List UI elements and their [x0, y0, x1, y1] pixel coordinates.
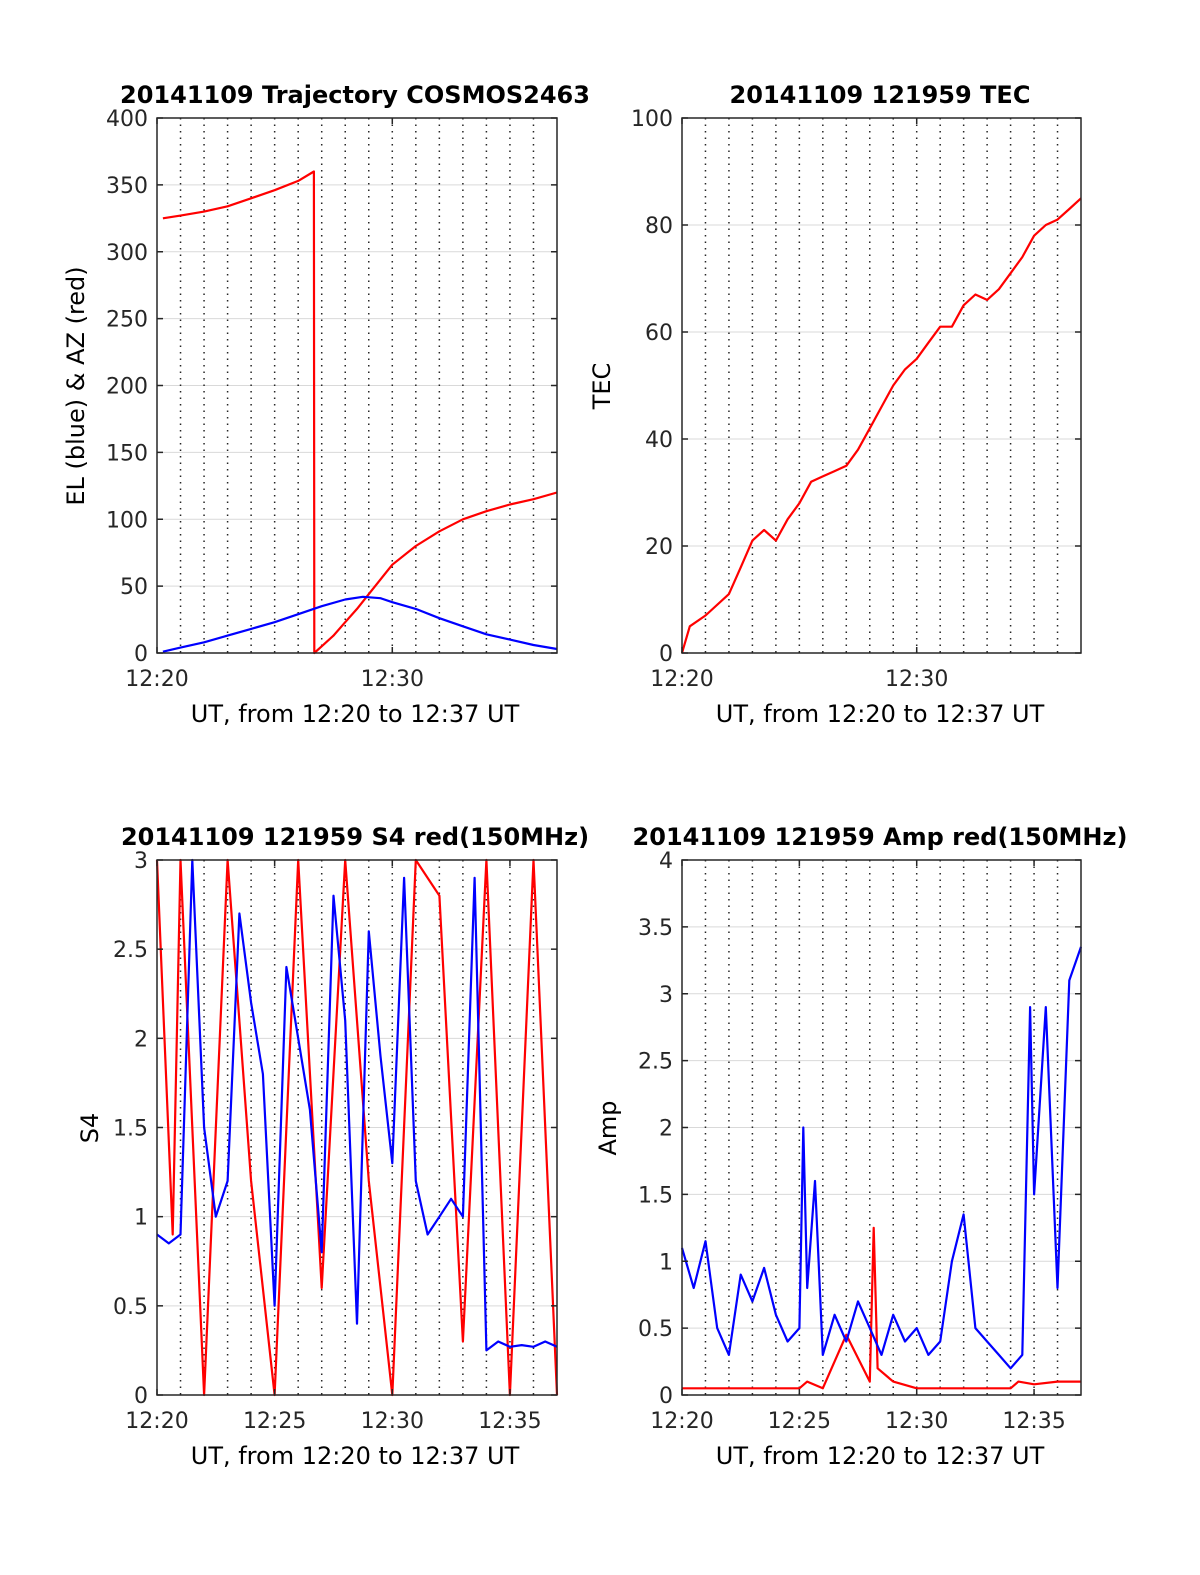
amp-ytick-label: 3.5: [638, 916, 673, 941]
trajectory-series-line: [162, 595, 558, 653]
tec-ytick-label: 0: [659, 642, 673, 667]
amp-ytick-label: 4: [659, 849, 673, 874]
trajectory-title: 20141109 Trajectory COSMOS2463: [120, 81, 590, 109]
s4-ylabel: S4: [76, 1113, 104, 1144]
trajectory-ytick-label: 0: [134, 642, 148, 667]
amp-title: 20141109 121959 Amp red(150MHz): [633, 823, 1128, 851]
tec-ytick-label: 80: [645, 214, 673, 239]
amp-panel: 20141109 121959 Amp red(150MHz) UT, from…: [594, 823, 1127, 1470]
trajectory-ytick-label: 100: [106, 508, 148, 533]
trajectory-ytick-label: 250: [106, 308, 148, 333]
amp-ytick-label: 0.5: [638, 1317, 673, 1342]
s4-ytick-label: 2.5: [113, 938, 148, 963]
s4-series-line: [156, 858, 558, 1352]
trajectory-panel: 20141109 Trajectory COSMOS2463 UT, from …: [62, 81, 590, 728]
tec-panel: 20141109 121959 TEC UT, from 12:20 to 12…: [588, 81, 1082, 728]
amp-series-line: [680, 946, 1083, 1370]
trajectory-ylabel: EL (blue) & AZ (red): [62, 266, 90, 505]
trajectory-xtick-label: 12:30: [361, 667, 424, 692]
s4-ytick-label: 1: [134, 1206, 148, 1231]
tec-ytick-label: 40: [645, 428, 673, 453]
s4-ytick-label: 0.5: [113, 1295, 148, 1320]
s4-ytick-label: 3: [134, 849, 148, 874]
s4-ytick-label: 2: [134, 1027, 148, 1052]
tec-ylabel: TEC: [588, 363, 616, 411]
s4-xtick-label: 12:30: [361, 1409, 424, 1434]
s4-xtick-label: 12:20: [125, 1409, 188, 1434]
tec-title: 20141109 121959 TEC: [730, 81, 1031, 109]
amp-ytick-label: 1: [659, 1250, 673, 1275]
amp-xlabel: UT, from 12:20 to 12:37 UT: [716, 1442, 1045, 1470]
amp-ylabel: Amp: [594, 1100, 622, 1155]
amp-ytick-label: 2: [659, 1117, 673, 1142]
tec-ytick-label: 20: [645, 535, 673, 560]
trajectory-ytick-label: 200: [106, 375, 148, 400]
tec-xtick-label: 12:30: [885, 667, 948, 692]
s4-panel: 20141109 121959 S4 red(150MHz) UT, from …: [76, 823, 589, 1470]
s4-ytick-label: 1.5: [113, 1117, 148, 1142]
tec-ytick-label: 100: [631, 107, 673, 132]
amp-xtick-label: 12:20: [650, 1409, 713, 1434]
trajectory-ytick-label: 50: [120, 575, 148, 600]
amp-ytick-label: 0: [659, 1384, 673, 1409]
amp-series-line: [682, 1226, 1081, 1390]
trajectory-ytick-label: 400: [106, 107, 148, 132]
s4-ytick-label: 0: [134, 1384, 148, 1409]
amp-ytick-label: 2.5: [638, 1050, 673, 1075]
amp-ytick-label: 1.5: [638, 1183, 673, 1208]
tec-series-line: [680, 197, 1082, 654]
trajectory-xlabel: UT, from 12:20 to 12:37 UT: [191, 700, 520, 728]
tec-xtick-label: 12:20: [650, 667, 713, 692]
trajectory-xtick-label: 12:20: [125, 667, 188, 692]
amp-ytick-label: 3: [659, 983, 673, 1008]
amp-xtick-label: 12:35: [1002, 1409, 1065, 1434]
tec-axes-frame: [681, 117, 1082, 654]
trajectory-ytick-label: 300: [106, 241, 148, 266]
trajectory-series-line: [162, 170, 558, 655]
trajectory-ytick-label: 350: [106, 174, 148, 199]
s4-title: 20141109 121959 S4 red(150MHz): [121, 823, 589, 851]
s4-xtick-label: 12:35: [478, 1409, 541, 1434]
tec-xlabel: UT, from 12:20 to 12:37 UT: [716, 700, 1045, 728]
s4-xtick-label: 12:25: [243, 1409, 306, 1434]
amp-xtick-label: 12:25: [768, 1409, 831, 1434]
trajectory-ytick-label: 150: [106, 441, 148, 466]
amp-xtick-label: 12:30: [885, 1409, 948, 1434]
s4-xlabel: UT, from 12:20 to 12:37 UT: [191, 1442, 520, 1470]
tec-ytick-label: 60: [645, 321, 673, 346]
